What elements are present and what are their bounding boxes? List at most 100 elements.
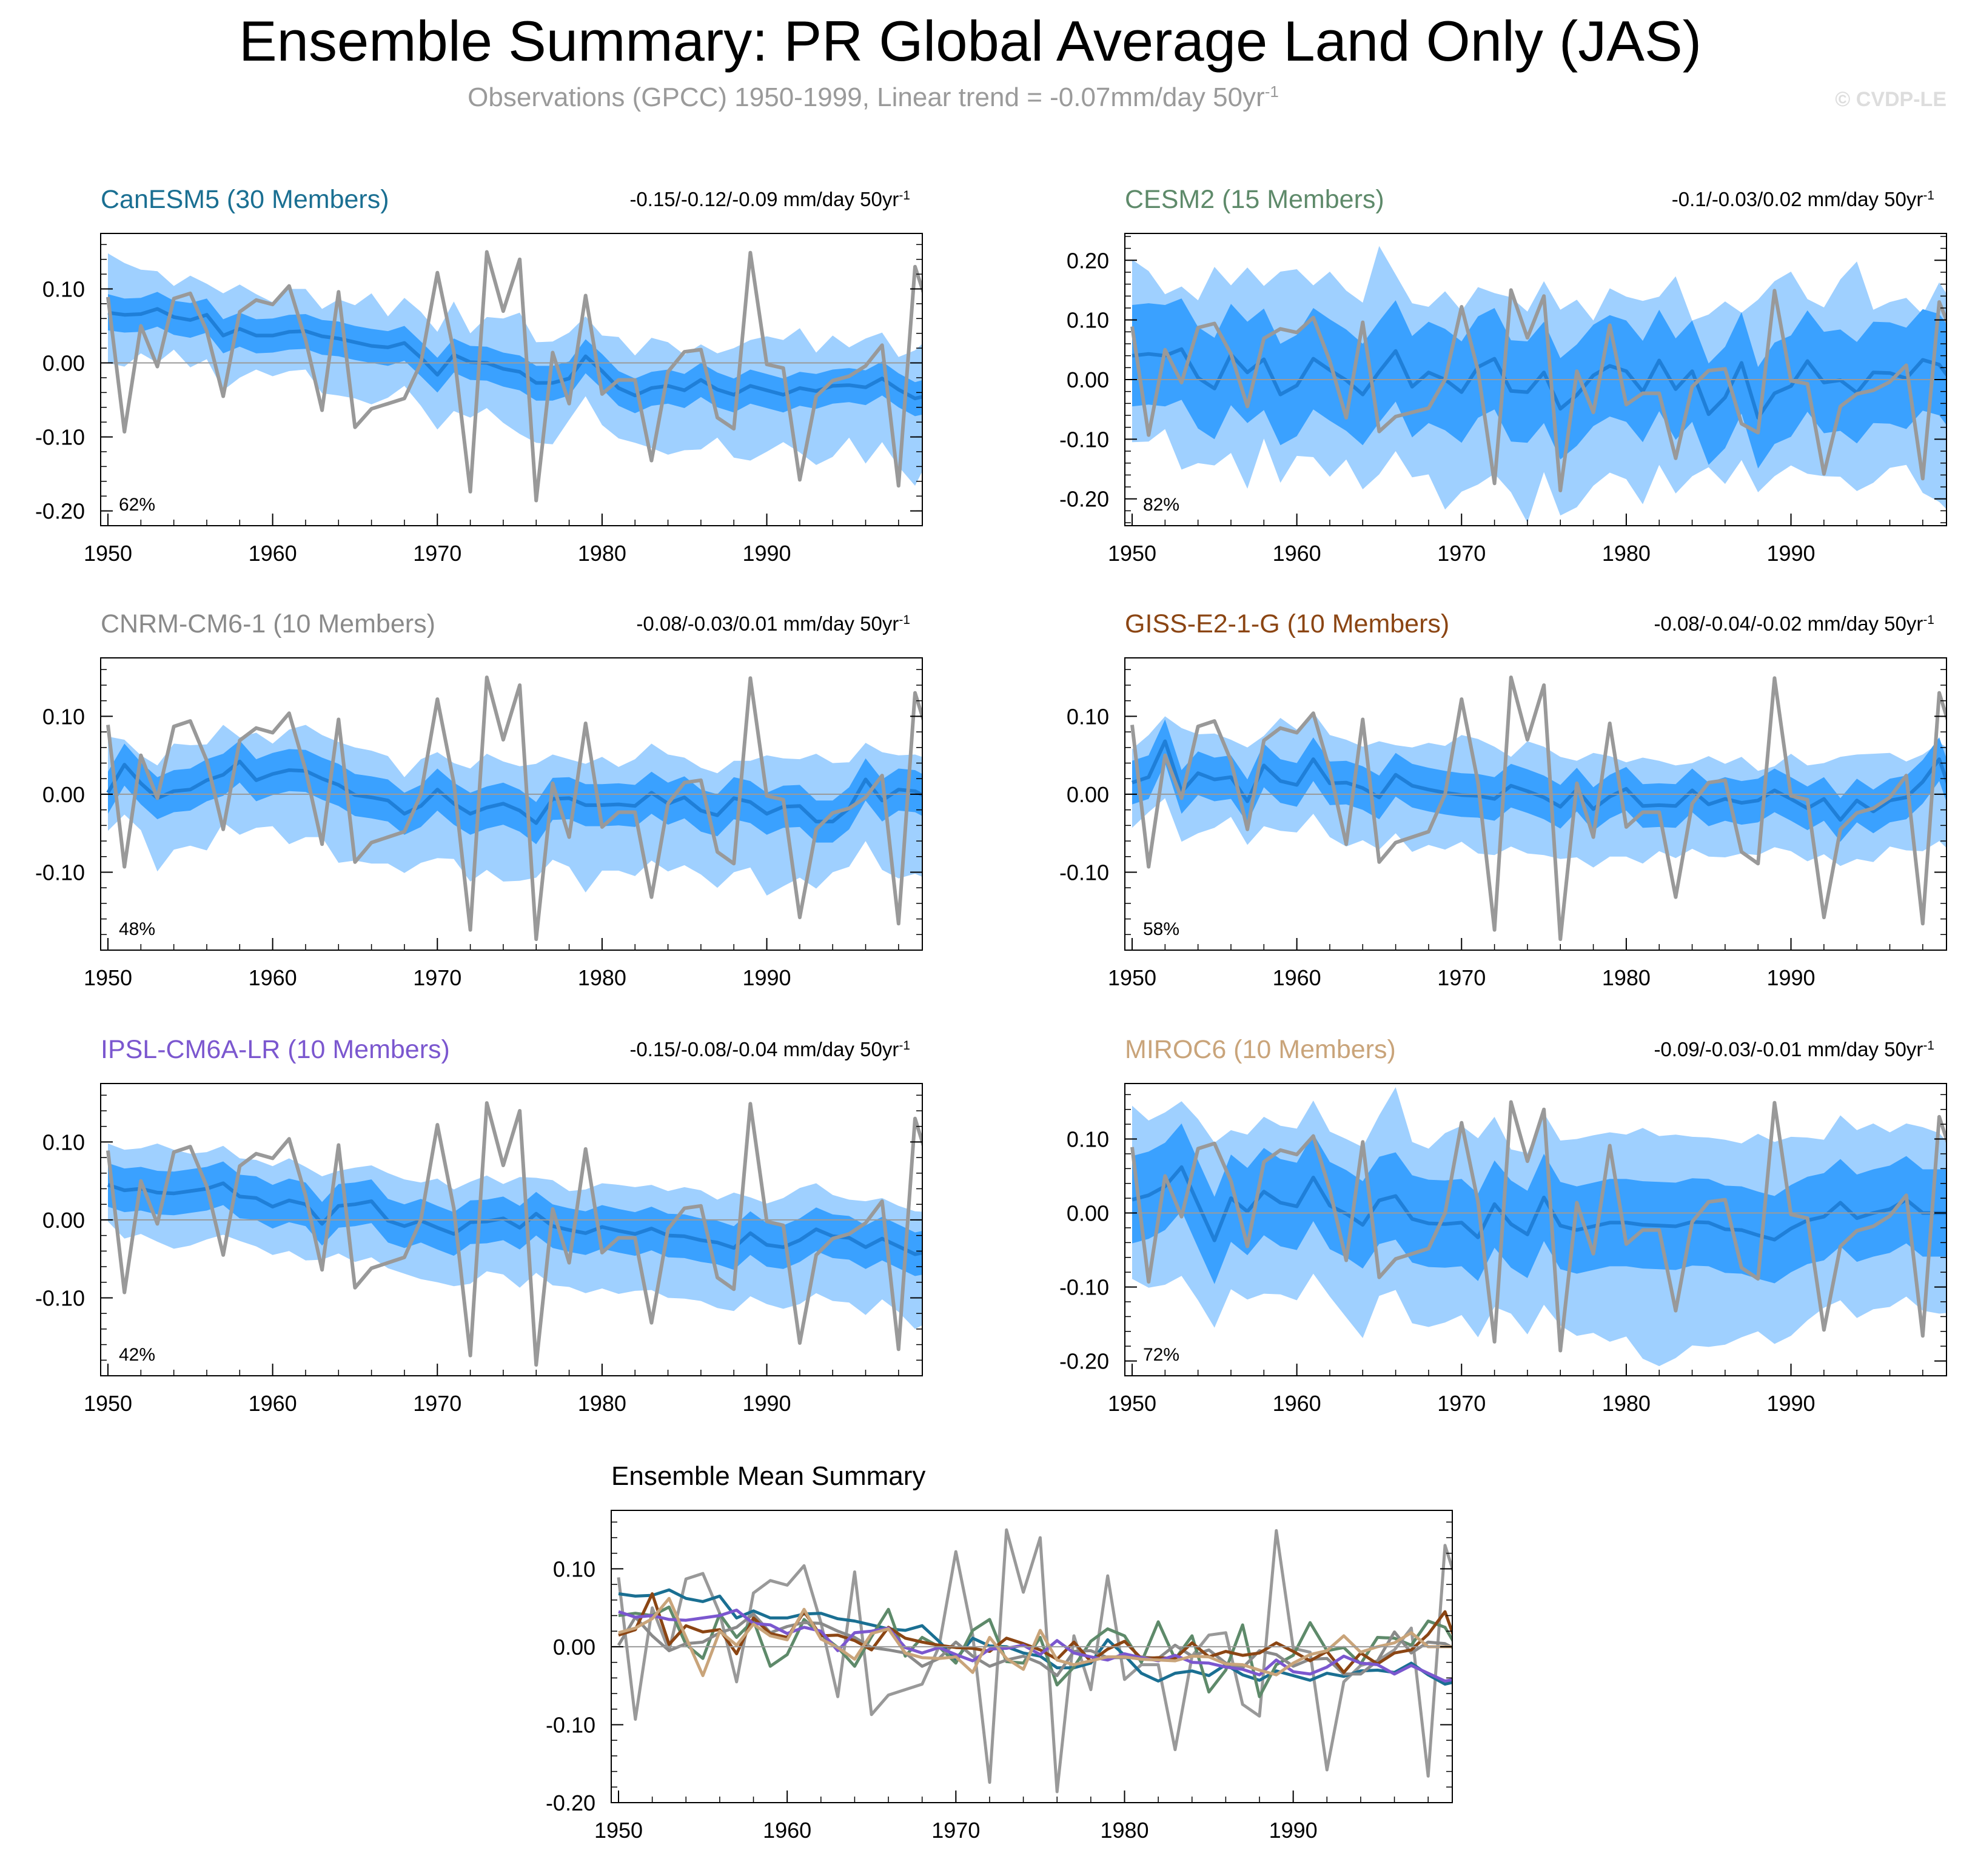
x-tick-label: 1970	[931, 1818, 980, 1843]
y-tick-label: -0.20	[546, 1791, 595, 1815]
panel-title: CESM2 (15 Members)	[1125, 185, 1384, 214]
figure-title: Ensemble Summary: PR Global Average Land…	[239, 9, 1702, 73]
x-tick-label: 1980	[1602, 965, 1651, 990]
x-tick-label: 1950	[1108, 541, 1156, 566]
inner-spread-band	[108, 740, 922, 845]
y-tick-label: 0.10	[42, 704, 85, 729]
panel-percent-label: 62%	[119, 495, 155, 515]
series-line-cnrm-cm6-1	[617, 1612, 1452, 1677]
panel-trend-sup: -1	[899, 1039, 910, 1053]
y-tick-label: -0.20	[35, 499, 85, 524]
x-tick-label: 1950	[594, 1818, 643, 1843]
y-tick-label: 0.10	[42, 1130, 85, 1154]
ensemble-mean-line	[1132, 1165, 1946, 1242]
panel-trend-label: -0.08/-0.04/-0.02 mm/day 50yr-1	[1654, 612, 1934, 635]
ensemble-mean-line	[107, 1181, 922, 1256]
panel-title: GISS-E2-1-G (10 Members)	[1125, 609, 1449, 638]
inner-spread-band	[1132, 719, 1946, 842]
panel-trend-text: -0.08/-0.04/-0.02 mm/day 50yr	[1654, 612, 1923, 635]
y-tick-label: -0.10	[1059, 860, 1109, 885]
x-tick-label: 1970	[1437, 541, 1486, 566]
x-tick-label: 1990	[1766, 965, 1815, 990]
panel-percent-label: 48%	[119, 919, 155, 939]
x-tick-label: 1960	[763, 1818, 811, 1843]
panel-plot-area	[1130, 1087, 1946, 1367]
x-tick-label: 1980	[1100, 1818, 1148, 1843]
y-tick-label: -0.10	[546, 1712, 595, 1737]
x-tick-label: 1990	[1766, 1391, 1815, 1416]
panel-percent-label: 82%	[1143, 495, 1179, 515]
panel-trend-label: -0.09/-0.03/-0.01 mm/day 50yr-1	[1654, 1038, 1934, 1060]
panel-giss-e2-1-g: 0.10 0.00 -0.10 1950 1960 1970 1980 1990 GISS-E2…	[1059, 609, 1947, 990]
panel-title: CNRM-CM6-1 (10 Members)	[101, 609, 435, 638]
panel-trend-text: -0.08/-0.03/0.01 mm/day 50yr	[636, 612, 899, 635]
plot-frame	[611, 1510, 1453, 1803]
panel-trend-label: -0.15/-0.12/-0.09 mm/day 50yr-1	[629, 188, 910, 210]
ensemble-mean-line	[1132, 347, 1946, 420]
x-tick-label: 1960	[249, 965, 297, 990]
panel-cesm2: 0.20 0.10 0.00 -0.10 -0.20 1950 1960 1970 1980 19…	[1059, 185, 1947, 566]
panel-plot-area	[1130, 246, 1946, 523]
panel-trend-sup: -1	[1923, 189, 1934, 203]
x-tick-label: 1950	[84, 1391, 132, 1416]
observation-line	[1130, 1100, 1946, 1353]
y-tick-label: 0.00	[553, 1635, 595, 1660]
panel-title: IPSL-CM6A-LR (10 Members)	[101, 1035, 450, 1064]
plot-frame	[100, 1083, 923, 1376]
x-tick-label: 1990	[742, 541, 791, 566]
y-tick-label: 0.00	[1067, 367, 1109, 392]
panel-plot-area	[106, 1101, 922, 1367]
panel-cnrm-cm6-1: 0.10 0.00 -0.10 1950 1960 1970 1980 1990 CNRM-CM…	[35, 609, 923, 990]
x-tick-label: 1990	[742, 1391, 791, 1416]
panel-title: CanESM5 (30 Members)	[101, 185, 389, 214]
panel-trend-text: -0.15/-0.08/-0.04 mm/day 50yr	[629, 1038, 899, 1060]
panel-ensemble-mean-summary: 0.10 0.00 -0.10 -0.20 1950 1960 1970 1980 1990 En…	[546, 1461, 1453, 1843]
ensemble-mean-line	[1132, 739, 1946, 822]
figure-subtitle-line: Observations (GPCC) 1950-1999, Linear tr…	[468, 82, 1279, 112]
panels-container: 0.10 0.00 -0.10 -0.20 1950 1960 1970 1980 1990 Ca…	[35, 185, 1947, 1843]
plot-frame	[100, 657, 923, 951]
y-tick-label: -0.20	[1059, 487, 1109, 512]
panel-percent-label: 42%	[119, 1345, 155, 1365]
series-line-canesm5	[618, 1588, 1452, 1686]
series-line-observations	[617, 1528, 1452, 1794]
y-tick-label: 0.00	[1067, 782, 1109, 807]
panel-title: Ensemble Mean Summary	[611, 1461, 925, 1491]
plot-frame	[100, 233, 923, 526]
figure-subtitle-sup: -1	[1265, 82, 1279, 101]
observation-line	[106, 675, 922, 941]
inner-spread-band	[108, 292, 922, 417]
x-tick-label: 1990	[742, 965, 791, 990]
y-tick-label: -0.10	[1059, 427, 1109, 452]
y-tick-label: 0.00	[42, 351, 85, 376]
x-tick-label: 1950	[1108, 965, 1156, 990]
plot-frame	[1124, 1083, 1947, 1376]
panel-trend-text: -0.15/-0.12/-0.09 mm/day 50yr	[629, 188, 899, 210]
x-tick-label: 1970	[413, 541, 461, 566]
panel-percent-label: 72%	[1143, 1345, 1179, 1365]
panel-trend-sup: -1	[899, 613, 910, 627]
x-tick-label: 1990	[1766, 541, 1815, 566]
y-tick-label: -0.10	[35, 860, 85, 885]
x-tick-label: 1980	[578, 1391, 626, 1416]
copyright-label: © CVDP-LE	[1835, 88, 1946, 111]
x-tick-label: 1970	[1437, 965, 1486, 990]
x-tick-label: 1970	[413, 965, 461, 990]
x-tick-label: 1960	[1273, 965, 1321, 990]
x-tick-label: 1970	[413, 1391, 461, 1416]
series-line-miroc6	[618, 1596, 1452, 1677]
panel-trend-text: -0.1/-0.03/0.02 mm/day 50yr	[1672, 188, 1923, 210]
series-line-cesm2	[618, 1605, 1452, 1698]
y-tick-label: 0.00	[42, 782, 85, 807]
panel-trend-sup: -1	[1923, 1039, 1934, 1053]
panel-plot-area	[106, 675, 922, 941]
observation-line	[1130, 675, 1946, 941]
x-tick-label: 1970	[1437, 1391, 1486, 1416]
panel-trend-sup: -1	[899, 189, 910, 203]
y-tick-label: -0.10	[35, 425, 85, 450]
x-tick-label: 1960	[1273, 1391, 1321, 1416]
panel-trend-text: -0.09/-0.03/-0.01 mm/day 50yr	[1654, 1038, 1923, 1060]
y-tick-label: 0.10	[1067, 704, 1109, 729]
panel-trend-label: -0.15/-0.08/-0.04 mm/day 50yr-1	[629, 1038, 910, 1060]
